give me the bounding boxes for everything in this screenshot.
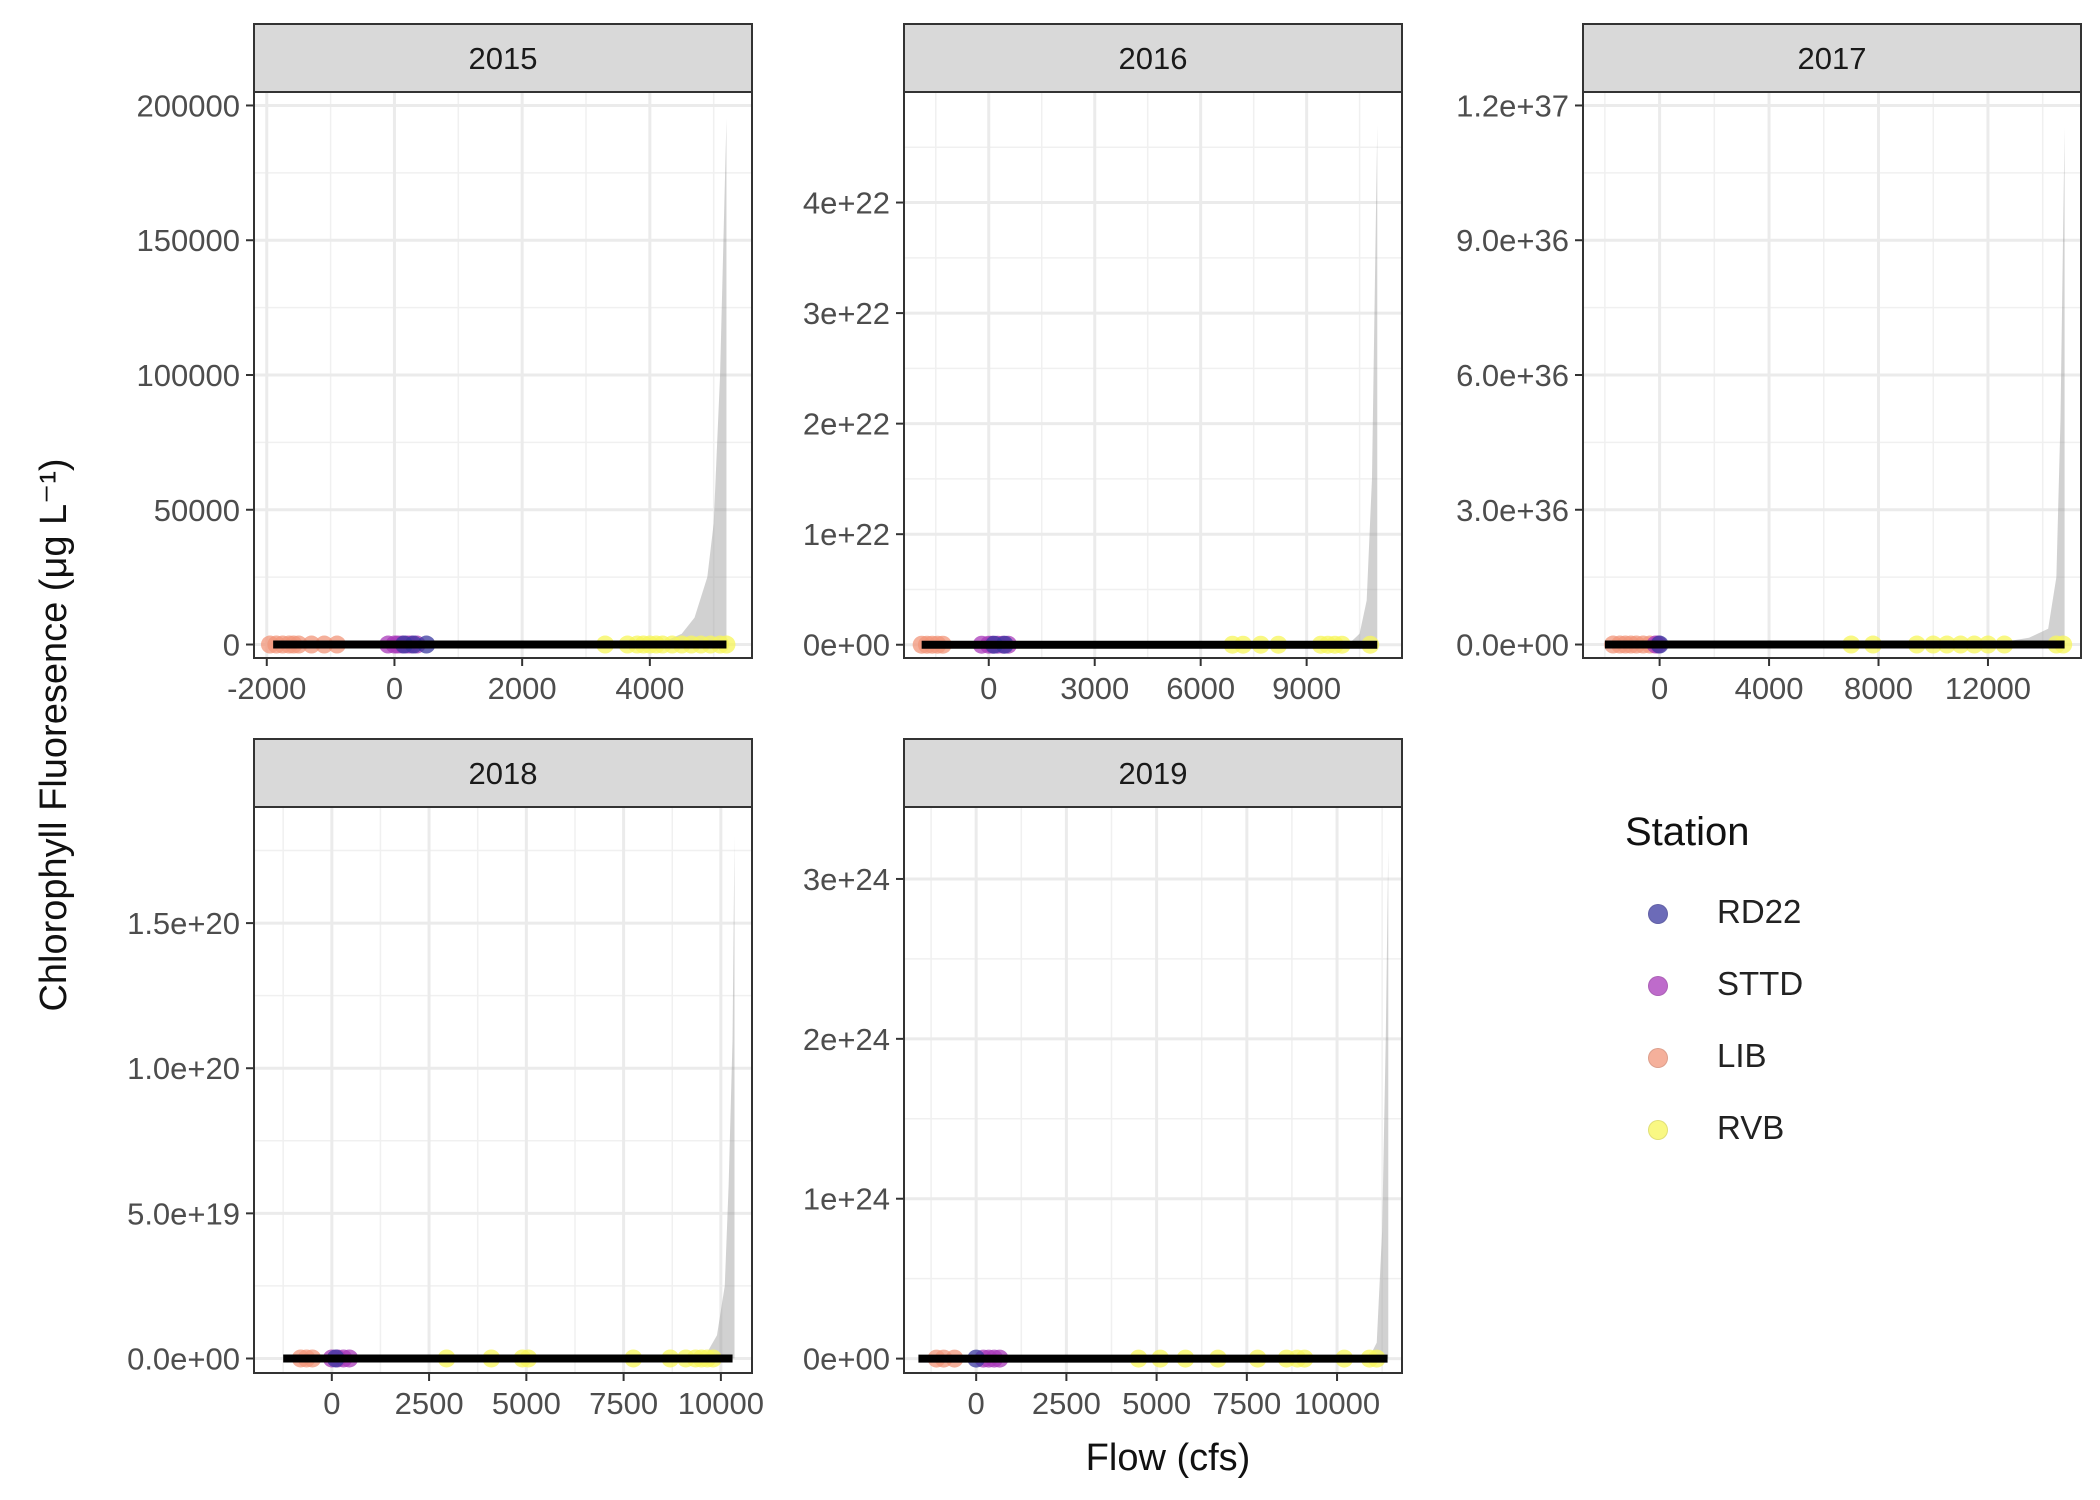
facet-strip-label: 2019 (1119, 756, 1188, 791)
x-tick-label: -2000 (227, 671, 306, 706)
facet-strip-label: 2015 (469, 41, 538, 76)
confidence-ribbon (2001, 127, 2065, 645)
y-tick-label: 0 (223, 628, 240, 663)
x-tick-label: 2000 (488, 671, 557, 706)
x-tick-label: 7500 (1212, 1386, 1281, 1421)
facet-strip (253, 23, 753, 93)
confidence-ribbon (705, 836, 735, 1359)
y-tick-label: 1.0e+20 (127, 1051, 240, 1086)
y-tick-label: 0.0e+00 (127, 1341, 240, 1376)
x-tick-label: 0 (386, 671, 403, 706)
x-tick-label: 2500 (1032, 1386, 1101, 1421)
plot-area (1583, 92, 2081, 658)
facet-panel-2015: 2015 -2000 0 2000 4000 0 50000 100000 150000 2000… (137, 23, 753, 706)
confidence-ribbon (1369, 846, 1389, 1359)
x-tick-label: 6000 (1166, 671, 1235, 706)
y-axis-title: Chlorophyll Fluoresence (μg L⁻¹) (33, 458, 75, 1011)
x-tick-label: 4000 (1735, 671, 1804, 706)
x-tick-label: 2500 (395, 1386, 464, 1421)
facet-panel-2017: 2017 0 4000 8000 12000 0.0e+00 3.0e+36 6.0e+36 9… (1456, 23, 2082, 706)
x-tick-label: 10000 (1294, 1386, 1380, 1421)
legend-label-lib: LIB (1717, 1037, 1767, 1074)
x-tick-label: 12000 (1945, 671, 2031, 706)
facet-strip (1582, 23, 2082, 93)
x-tick-label: 4000 (615, 671, 684, 706)
plot-area (904, 807, 1402, 1373)
legend-item-lib: LIB (1625, 1031, 1925, 1091)
x-tick-label: 0 (323, 1386, 340, 1421)
facet-strip (253, 738, 753, 808)
facet-strip-label: 2016 (1119, 41, 1188, 76)
legend-label-sttd: STTD (1717, 965, 1804, 1002)
y-tick-label: 4e+22 (803, 186, 890, 221)
y-tick-label: 2e+24 (803, 1022, 890, 1057)
facet-panel-2019: 2019 0 2500 5000 7500 10000 0e+00 1e+24 2e+24 3e+… (803, 738, 1403, 1421)
y-tick-label: 1.5e+20 (127, 906, 240, 941)
x-tick-label: 0 (980, 671, 997, 706)
y-tick-label: 3.0e+36 (1456, 493, 1569, 528)
y-tick-label: 0e+00 (803, 628, 890, 663)
confidence-ribbon (1349, 125, 1378, 645)
x-tick-label: 0 (1651, 671, 1668, 706)
y-tick-label: 1.2e+37 (1456, 88, 1569, 123)
facet-strip-label: 2017 (1798, 41, 1867, 76)
x-tick-label: 7500 (589, 1386, 658, 1421)
y-tick-label: 3e+24 (803, 862, 890, 897)
panel-border (903, 91, 1403, 659)
y-tick-label: 50000 (154, 493, 240, 528)
x-tick-label: 5000 (492, 1386, 561, 1421)
plot-area (254, 807, 752, 1373)
plot-area (904, 92, 1402, 658)
facet-strip-label: 2018 (469, 756, 538, 791)
y-tick-label: 3e+22 (803, 296, 890, 331)
plot-area (254, 92, 752, 658)
x-tick-label: 3000 (1060, 671, 1129, 706)
panel-border (253, 806, 753, 1374)
legend-label-rvb: RVB (1717, 1109, 1785, 1146)
y-tick-label: 2e+22 (803, 407, 890, 442)
y-tick-label: 200000 (137, 88, 240, 123)
y-tick-label: 150000 (137, 223, 240, 258)
legend-title: Station (1625, 810, 1750, 854)
y-tick-label: 5.0e+19 (127, 1196, 240, 1231)
legend-swatch-rd22 (1648, 904, 1668, 924)
facet-panel-2016: 2016 0 3000 6000 9000 0e+00 1e+22 2e+22 3e+22 4e+… (803, 23, 1403, 706)
x-tick-label: 10000 (678, 1386, 764, 1421)
legend-item-rd22: RD22 (1625, 887, 1925, 947)
x-tick-label: 9000 (1272, 671, 1341, 706)
y-tick-label: 100000 (137, 358, 240, 393)
facet-panel-2018: 2018 0 2500 5000 7500 10000 0.0e+00 5.0e+19 1.0e… (127, 738, 764, 1421)
legend-item-rvb: RVB (1625, 1103, 1925, 1163)
y-tick-label: 0e+00 (803, 1342, 890, 1377)
legend-swatch-sttd (1648, 976, 1668, 996)
x-tick-label: 5000 (1122, 1386, 1191, 1421)
panel-border (903, 806, 1403, 1374)
legend-item-sttd: STTD (1625, 959, 1925, 1019)
y-tick-label: 1e+24 (803, 1182, 890, 1217)
y-tick-label: 6.0e+36 (1456, 358, 1569, 393)
legend-swatch-rvb (1648, 1120, 1668, 1140)
x-tick-label: 0 (968, 1386, 985, 1421)
confidence-ribbon (662, 118, 727, 645)
legend-label-rd22: RD22 (1717, 893, 1802, 930)
facet-strip (903, 738, 1403, 808)
y-tick-label: 9.0e+36 (1456, 223, 1569, 258)
legend-swatch-lib (1648, 1048, 1668, 1068)
y-tick-label: 1e+22 (803, 517, 890, 552)
x-tick-label: 8000 (1844, 671, 1913, 706)
y-tick-label: 0.0e+00 (1456, 628, 1569, 663)
x-axis-title: Flow (cfs) (1086, 1437, 1251, 1479)
